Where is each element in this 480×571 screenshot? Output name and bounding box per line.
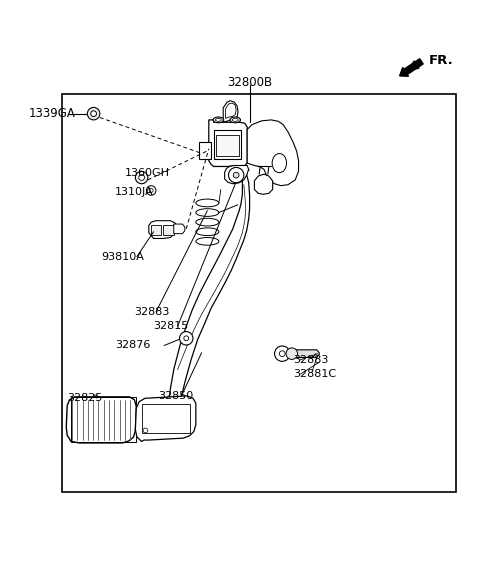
Text: 1339GA: 1339GA	[29, 107, 76, 120]
Circle shape	[286, 348, 298, 359]
Polygon shape	[223, 100, 238, 122]
Polygon shape	[66, 397, 136, 443]
Text: 32876: 32876	[115, 340, 151, 351]
Text: 32815: 32815	[154, 321, 189, 331]
Circle shape	[91, 111, 96, 116]
Polygon shape	[174, 224, 185, 234]
Text: 32825: 32825	[67, 393, 103, 403]
Polygon shape	[199, 142, 211, 159]
Text: 32883: 32883	[134, 307, 170, 317]
Bar	[214, 130, 241, 159]
Circle shape	[87, 107, 100, 120]
Bar	[71, 397, 136, 441]
Ellipse shape	[272, 154, 287, 172]
Text: 1310JA: 1310JA	[115, 187, 154, 197]
Ellipse shape	[213, 117, 224, 123]
Bar	[163, 224, 174, 235]
Bar	[142, 404, 190, 433]
Polygon shape	[254, 174, 273, 194]
Ellipse shape	[230, 117, 240, 123]
Bar	[62, 94, 456, 492]
Bar	[216, 135, 239, 156]
Polygon shape	[135, 396, 196, 441]
Circle shape	[184, 336, 189, 341]
Circle shape	[180, 332, 193, 345]
Circle shape	[149, 188, 153, 192]
Text: 93810A: 93810A	[101, 252, 144, 262]
Polygon shape	[225, 166, 249, 184]
Circle shape	[143, 428, 148, 433]
FancyArrow shape	[400, 59, 423, 77]
Text: 32850: 32850	[158, 391, 193, 401]
Polygon shape	[247, 120, 299, 186]
Polygon shape	[292, 350, 319, 357]
Ellipse shape	[232, 118, 238, 122]
Polygon shape	[209, 120, 247, 167]
Text: 1360GH: 1360GH	[125, 168, 170, 178]
Circle shape	[275, 346, 290, 361]
Bar	[151, 224, 161, 235]
Circle shape	[233, 172, 239, 178]
Circle shape	[139, 175, 144, 180]
Circle shape	[279, 351, 285, 356]
Text: FR.: FR.	[429, 54, 454, 67]
Polygon shape	[169, 166, 250, 403]
Text: 32883: 32883	[293, 355, 328, 365]
Circle shape	[228, 167, 244, 183]
Polygon shape	[149, 221, 177, 239]
Text: 32800B: 32800B	[227, 77, 272, 90]
Circle shape	[146, 186, 156, 195]
Text: 32881C: 32881C	[293, 369, 336, 379]
Polygon shape	[226, 103, 236, 118]
Ellipse shape	[216, 118, 221, 122]
Circle shape	[135, 171, 148, 184]
